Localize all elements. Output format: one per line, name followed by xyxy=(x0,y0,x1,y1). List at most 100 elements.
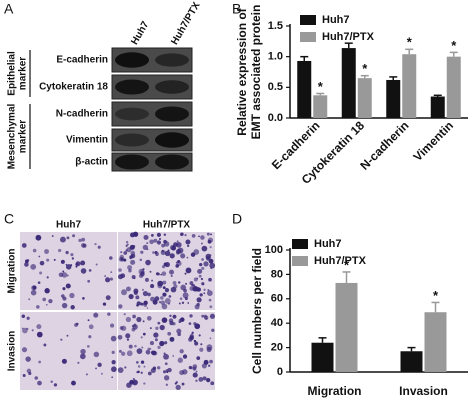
cell xyxy=(185,239,191,245)
column-label: Huh7 xyxy=(129,19,151,47)
cell xyxy=(88,324,94,330)
cell xyxy=(164,298,171,304)
blot-band xyxy=(115,52,149,68)
bar xyxy=(446,56,461,118)
cell xyxy=(177,357,183,363)
cell xyxy=(39,260,45,266)
cell xyxy=(151,233,154,237)
legend-label: Huh7/PTX xyxy=(314,255,367,267)
blot-band xyxy=(155,132,189,148)
cell xyxy=(104,275,107,278)
row-label: β-actin xyxy=(75,157,108,168)
significance-mark: * xyxy=(451,38,457,53)
cell xyxy=(196,356,201,360)
cell xyxy=(202,376,207,381)
y-axis-label: EMT associated protein xyxy=(249,5,263,140)
cell xyxy=(93,351,100,358)
y-tick-label: 0.0 xyxy=(268,112,283,124)
cell xyxy=(137,365,141,368)
cell xyxy=(207,288,210,291)
y-tick-label: 1.5 xyxy=(268,20,283,32)
cell xyxy=(133,288,139,294)
cell xyxy=(136,316,142,323)
cell xyxy=(134,344,137,348)
cell xyxy=(107,312,111,316)
cell xyxy=(125,333,131,339)
cell xyxy=(206,346,212,353)
row-label: Migration xyxy=(7,249,18,294)
cell xyxy=(156,240,162,245)
cell xyxy=(93,312,99,318)
blot-band xyxy=(155,80,189,94)
cell xyxy=(197,268,203,274)
cell xyxy=(167,367,172,373)
cell xyxy=(149,327,152,330)
group-label: marker xyxy=(18,120,29,153)
significance-mark: * xyxy=(362,61,368,76)
cell xyxy=(193,249,200,255)
cell xyxy=(191,332,194,335)
cell xyxy=(200,235,205,240)
cell xyxy=(50,380,53,383)
cell xyxy=(125,244,128,247)
cell xyxy=(65,264,72,270)
cell xyxy=(201,245,208,252)
cell xyxy=(169,320,174,326)
cell xyxy=(97,245,101,249)
cell xyxy=(61,272,68,278)
cell xyxy=(80,353,86,360)
cell xyxy=(110,271,113,273)
cell xyxy=(188,322,192,325)
cell xyxy=(80,260,86,266)
cell xyxy=(21,347,28,353)
cell xyxy=(163,262,168,267)
cell xyxy=(179,370,185,376)
cell xyxy=(149,341,155,346)
cell xyxy=(159,324,165,331)
cell xyxy=(157,345,161,350)
cell xyxy=(111,366,117,373)
cell xyxy=(159,340,165,347)
cell xyxy=(150,296,155,302)
cell xyxy=(162,286,166,290)
cell xyxy=(167,331,172,336)
cell xyxy=(82,297,85,300)
cell xyxy=(87,279,91,283)
cell xyxy=(38,360,41,364)
cell xyxy=(160,300,166,305)
cell xyxy=(61,358,67,364)
cell xyxy=(192,372,198,378)
cell xyxy=(193,284,196,287)
cell xyxy=(128,344,133,349)
cell xyxy=(142,320,145,323)
cell xyxy=(51,235,54,237)
cell xyxy=(142,332,146,336)
cell xyxy=(74,323,78,327)
cell xyxy=(135,295,140,300)
cell xyxy=(154,251,160,257)
cell xyxy=(111,350,115,354)
cell xyxy=(180,253,186,259)
cell xyxy=(140,336,143,339)
cell xyxy=(165,369,169,372)
cell xyxy=(121,351,126,356)
cell xyxy=(44,288,50,294)
row-label: Cytokeratin 18 xyxy=(39,82,108,93)
cell xyxy=(196,302,200,307)
bar xyxy=(313,95,328,118)
cell xyxy=(117,274,123,280)
cell xyxy=(181,382,185,386)
cell xyxy=(172,281,177,285)
cell xyxy=(211,328,215,332)
column-label: Huh7 xyxy=(56,220,81,231)
cell xyxy=(36,305,40,309)
cell xyxy=(129,244,135,250)
cell xyxy=(45,303,48,306)
cell xyxy=(61,302,68,309)
cell xyxy=(105,277,111,283)
cell xyxy=(36,331,43,338)
cell xyxy=(142,244,149,251)
cell xyxy=(126,286,131,292)
cell xyxy=(199,263,203,267)
cell xyxy=(176,240,179,243)
